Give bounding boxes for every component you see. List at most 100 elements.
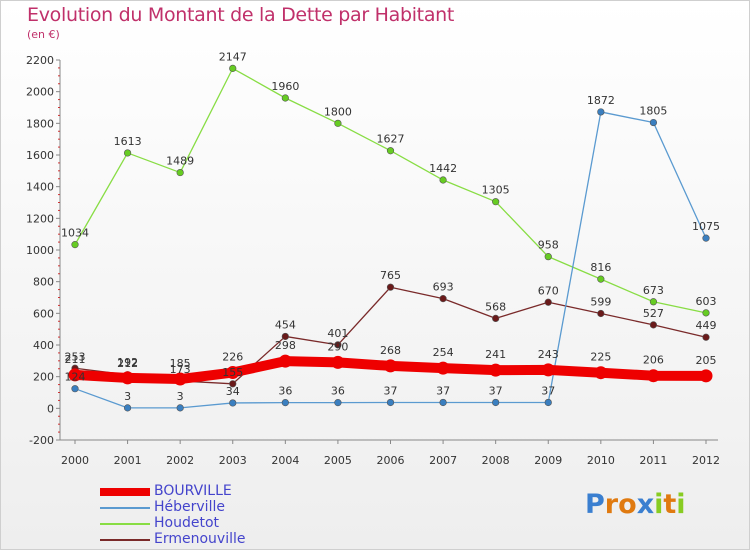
data-point [594, 366, 608, 380]
legend-swatch [100, 523, 150, 525]
x-tick-label: 2002 [166, 454, 194, 467]
y-tick-label: 1600 [26, 149, 54, 162]
logo-letter: r [604, 489, 619, 520]
x-tick-label: 2007 [429, 454, 457, 467]
data-point [229, 64, 237, 72]
data-label: 253 [65, 350, 86, 363]
data-label: 1075 [692, 220, 720, 233]
data-point [281, 94, 289, 102]
legend-swatch [100, 507, 150, 509]
data-labels: 1034 1613 1489 2147 1960 1800 1627 1442 1305 958 8… [61, 50, 720, 402]
legend-swatch [100, 539, 150, 541]
logo-letter: P [585, 489, 605, 520]
x-tick-label: 2004 [271, 454, 299, 467]
data-point [229, 380, 237, 388]
data-label: 1805 [639, 105, 667, 118]
data-point [439, 398, 447, 407]
data-label: 816 [590, 261, 611, 274]
data-point [439, 295, 447, 303]
x-tick-label: 2006 [377, 454, 405, 467]
data-point [597, 309, 605, 318]
data-point [71, 241, 79, 249]
data-point [489, 363, 503, 377]
data-point [71, 385, 79, 393]
data-label: 212 [117, 357, 138, 370]
x-tick-label: 2009 [534, 454, 562, 467]
data-point [123, 149, 132, 157]
y-tick-label: 600 [33, 307, 54, 320]
data-label: 568 [485, 300, 506, 313]
data-label: 254 [433, 346, 454, 359]
logo-letter: x [636, 489, 655, 520]
data-label: 673 [643, 284, 664, 297]
data-point [384, 359, 397, 373]
data-label: 185 [170, 357, 191, 370]
data-point [702, 333, 710, 341]
axes: -200 0 200 400 600 800 1000 1200 1400 1600 1800 200… [26, 54, 720, 467]
series-houdetot [71, 64, 710, 317]
data-label: 603 [696, 295, 717, 308]
data-point [439, 176, 447, 184]
data-point [334, 341, 342, 349]
x-tick-label: 2005 [324, 454, 352, 467]
data-label: 1613 [114, 135, 142, 148]
data-label: 2147 [219, 50, 247, 63]
data-label: 1627 [377, 133, 405, 146]
data-point [646, 369, 660, 383]
data-point [541, 363, 555, 377]
x-tick-label: 2001 [114, 454, 142, 467]
data-label: 3 [124, 390, 131, 403]
data-point [597, 275, 605, 283]
data-point [281, 399, 289, 407]
data-point [702, 234, 710, 242]
data-point [702, 309, 710, 317]
data-label: 1800 [324, 105, 352, 118]
data-point [386, 147, 395, 155]
data-point [699, 369, 713, 383]
data-point [544, 253, 552, 261]
data-label: 449 [696, 319, 717, 332]
y-tick-label: 1200 [26, 212, 54, 225]
x-tick-label: 2010 [587, 454, 615, 467]
data-label: 206 [643, 354, 664, 367]
data-point [173, 372, 187, 386]
data-label: 226 [222, 351, 243, 364]
data-label: 1442 [429, 162, 457, 175]
legend-label: Ermenouville [154, 531, 246, 547]
legend-label: Héberville [154, 499, 225, 515]
data-label: 401 [327, 327, 348, 340]
data-label: 1960 [271, 80, 299, 93]
x-tick-label: 2011 [639, 454, 667, 467]
data-label: 1872 [587, 94, 615, 107]
data-point [386, 398, 395, 407]
data-label: 36 [331, 385, 345, 398]
y-tick-label: 800 [33, 276, 54, 289]
data-label: 1489 [166, 155, 194, 168]
logo-letter: i [676, 489, 686, 520]
data-point [544, 298, 552, 306]
data-label: 37 [541, 384, 555, 397]
data-point [492, 198, 500, 206]
data-point [334, 399, 342, 407]
y-tick-label: 1400 [26, 181, 54, 194]
y-tick-label: 1000 [26, 244, 54, 257]
data-label: 37 [489, 384, 503, 397]
data-label: 211 [65, 353, 86, 366]
data-label: 36 [278, 385, 292, 398]
series-heberville [71, 108, 710, 412]
data-label: 173 [170, 363, 191, 376]
y-tick-label: 0 [47, 402, 54, 415]
legend-label: BOURVILLE [154, 483, 232, 499]
data-label: 37 [436, 384, 450, 397]
legend-swatch [100, 488, 150, 496]
data-label: 1305 [482, 184, 510, 197]
data-point [334, 119, 342, 127]
data-label: 205 [696, 354, 717, 367]
data-label: 958 [538, 239, 559, 252]
logo-letter: o [618, 489, 637, 520]
data-label: 1034 [61, 227, 89, 240]
x-tick-label: 2012 [692, 454, 720, 467]
series-layer [68, 64, 713, 412]
data-label: 34 [226, 385, 240, 398]
